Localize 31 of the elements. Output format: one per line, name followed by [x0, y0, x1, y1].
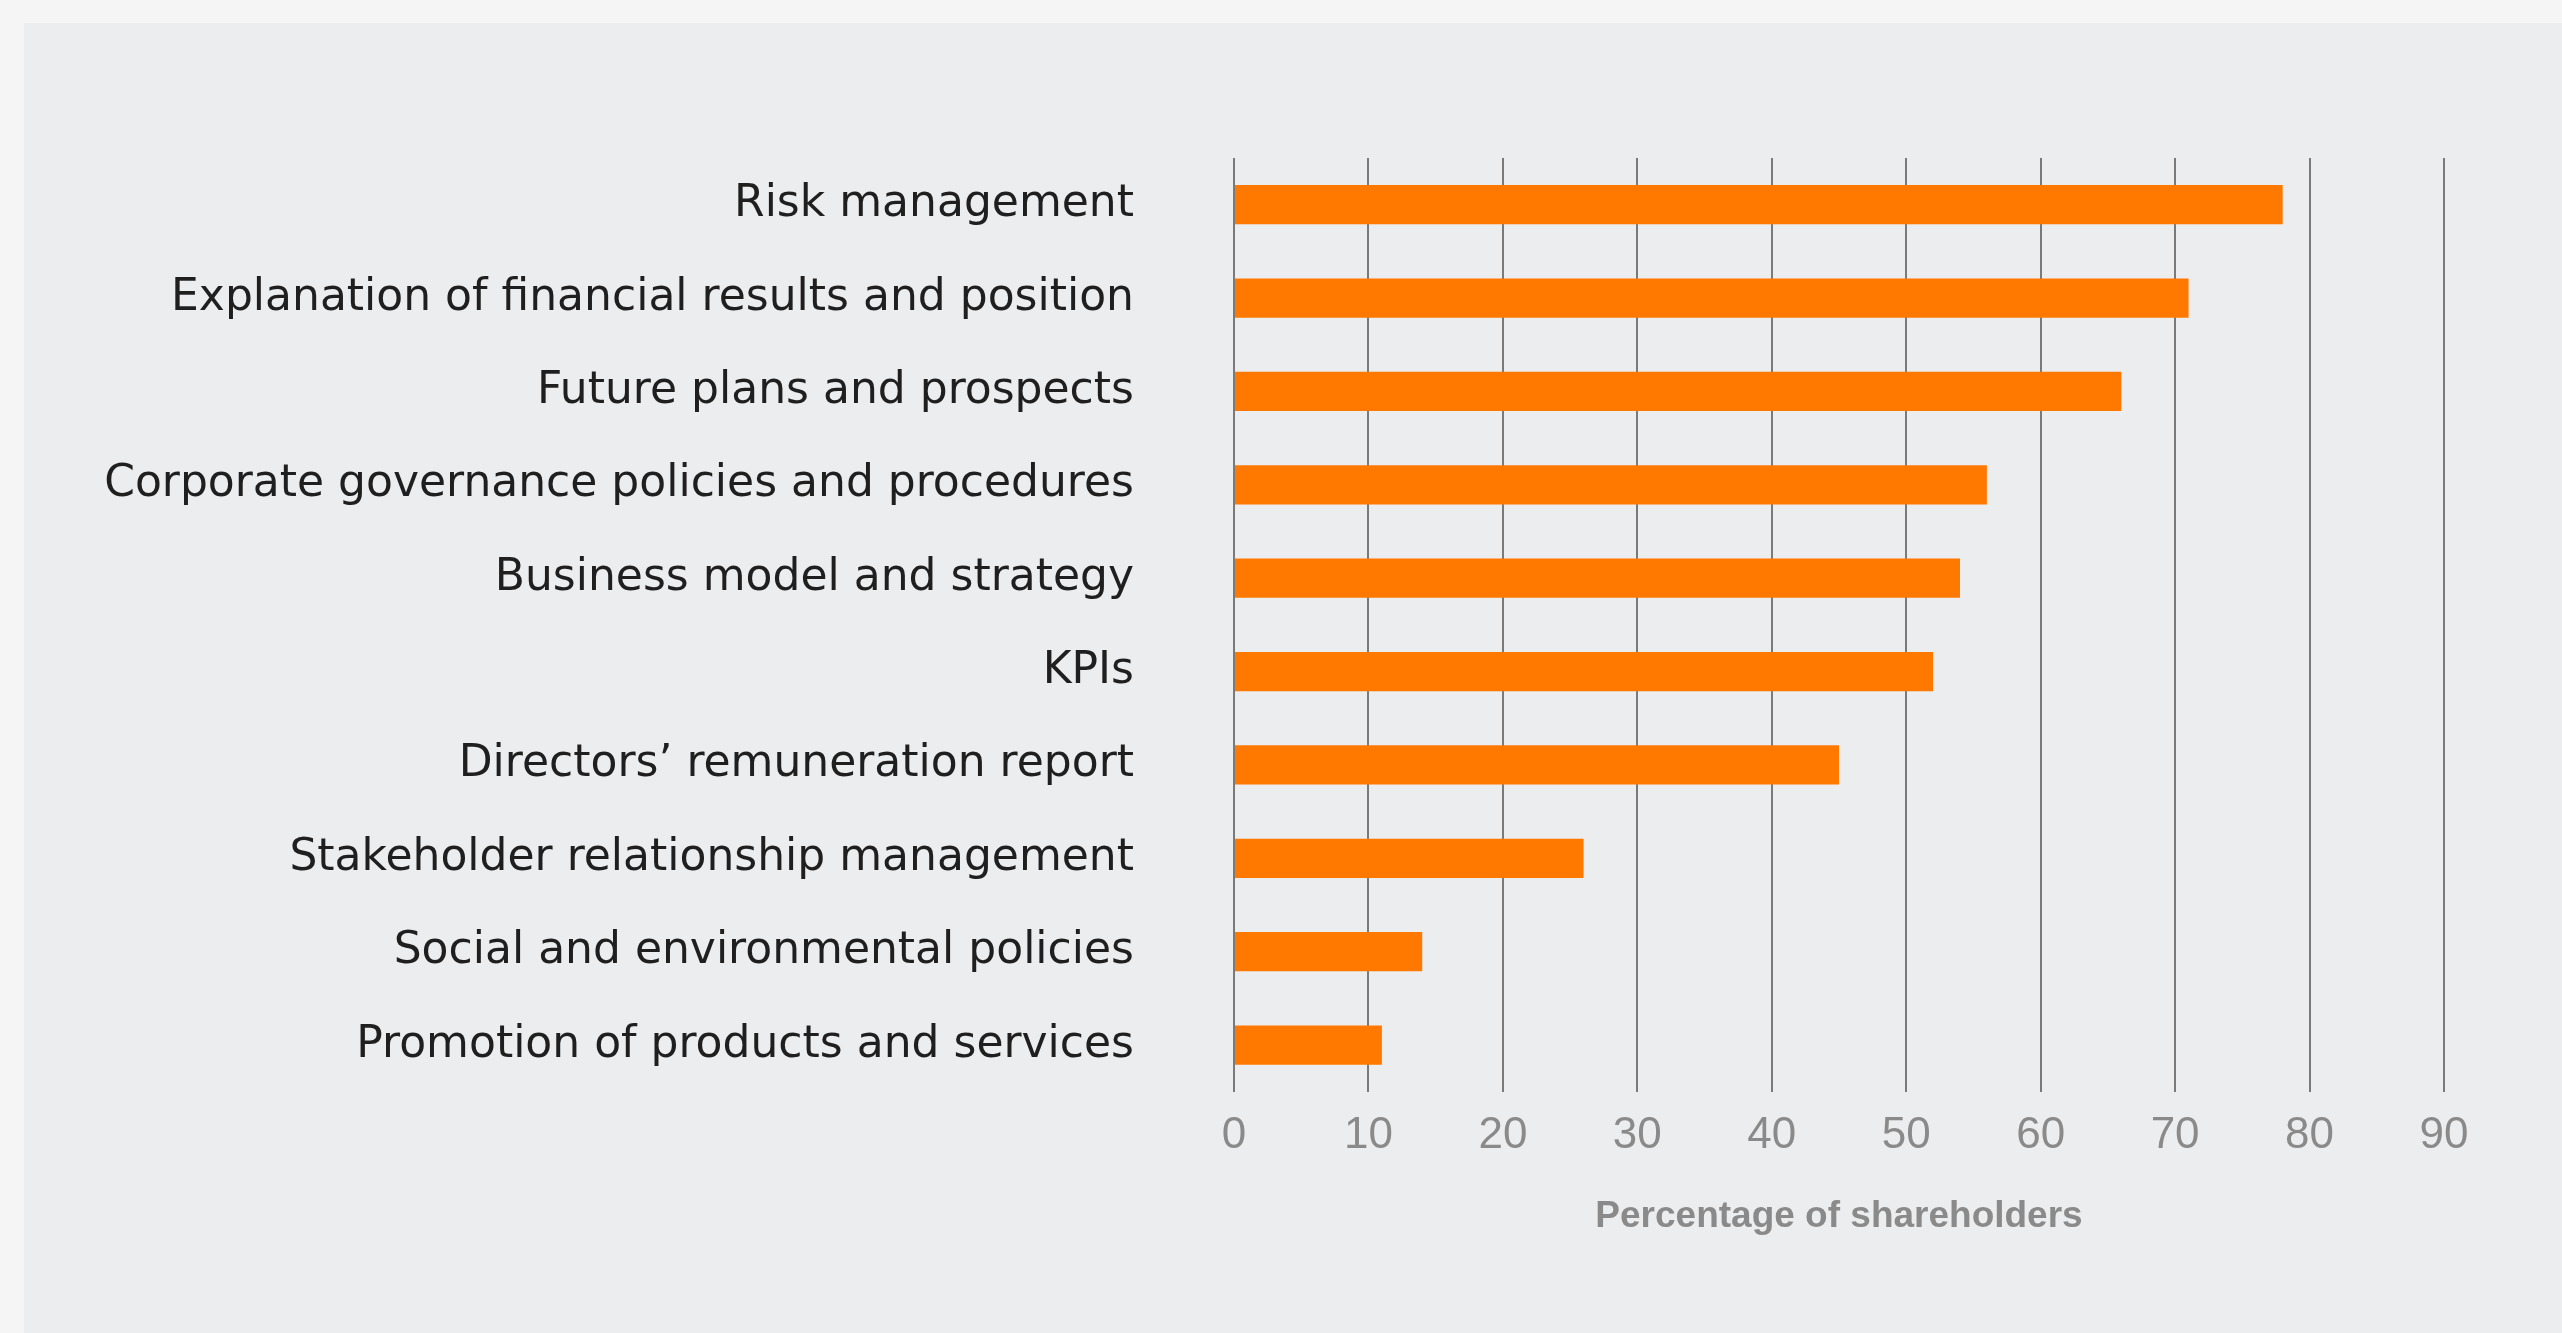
y-tick-label: KPIs [1042, 642, 1134, 694]
bar [1235, 371, 2122, 412]
x-tick-label: 90 [2419, 1108, 2469, 1158]
y-tick-label: Risk management [734, 175, 1134, 227]
bar [1235, 1025, 1382, 1065]
x-tick-label: 50 [1881, 1108, 1931, 1158]
y-tick-label: Business model and strategy [494, 548, 1134, 600]
y-tick-label: Directors’ remuneration report [458, 735, 1134, 787]
bar [1235, 278, 2189, 318]
x-tick-label: 20 [1478, 1108, 1528, 1158]
bar [1235, 558, 1960, 598]
x-tick-label: 70 [2150, 1108, 2200, 1158]
y-tick-label: Corporate governance policies and procedures [104, 455, 1134, 507]
x-tick-label: 10 [1343, 1108, 1393, 1158]
bar [1235, 185, 2283, 225]
bar [1235, 838, 1584, 878]
y-tick-label: Promotion of products and services [356, 1015, 1134, 1067]
y-tick-label: Explanation of financial results and position [171, 268, 1134, 320]
x-tick-label: 80 [2285, 1108, 2335, 1158]
x-tick-label: 40 [1747, 1108, 1797, 1158]
bar [1235, 465, 1987, 505]
x-axis-title: Percentage of shareholders [1595, 1194, 2083, 1235]
bar [1235, 932, 1423, 972]
x-tick-label: 0 [1221, 1108, 1247, 1158]
y-tick-label: Stakeholder relationship management [289, 828, 1134, 880]
y-tick-label: Future plans and prospects [536, 361, 1134, 413]
x-tick-label: 60 [2016, 1108, 2066, 1158]
y-tick-label: Social and environmental policies [393, 922, 1134, 974]
x-tick-label: 30 [1612, 1108, 1662, 1158]
bar [1235, 745, 1839, 785]
bar [1235, 651, 1934, 692]
